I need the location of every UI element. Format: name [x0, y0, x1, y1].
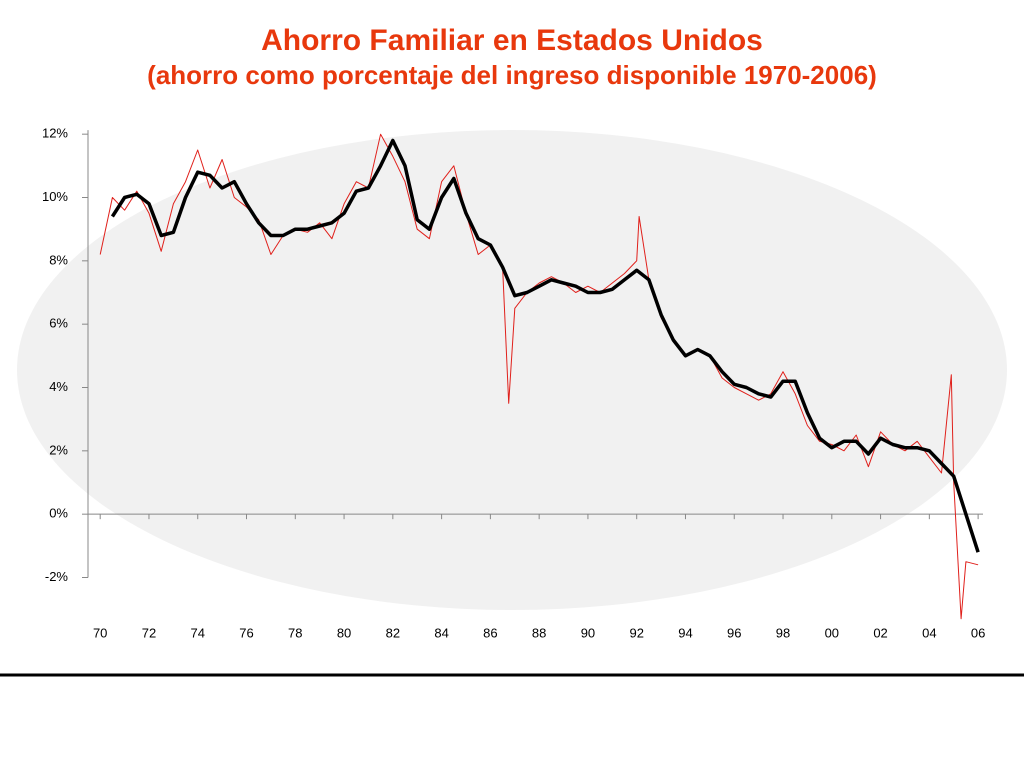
x-tick-label: 84 — [434, 625, 448, 640]
y-tick-label: 0% — [49, 506, 68, 521]
x-tick-label: 98 — [776, 625, 790, 640]
chart-title: Ahorro Familiar en Estados Unidos — [261, 24, 763, 57]
x-tick-label: 70 — [93, 625, 107, 640]
x-tick-label: 06 — [971, 625, 985, 640]
y-tick-label: 2% — [49, 442, 68, 457]
x-tick-label: 92 — [629, 625, 643, 640]
x-tick-label: 94 — [678, 625, 692, 640]
y-tick-label: 12% — [42, 126, 68, 141]
x-tick-label: 78 — [288, 625, 302, 640]
x-tick-label: 86 — [483, 625, 497, 640]
chart-subtitle: (ahorro como porcentaje del ingreso disp… — [147, 60, 877, 90]
y-tick-label: 10% — [42, 189, 68, 204]
x-tick-label: 96 — [727, 625, 741, 640]
y-tick-label: 4% — [49, 379, 68, 394]
x-tick-label: 88 — [532, 625, 546, 640]
x-tick-label: 04 — [922, 625, 936, 640]
y-tick-label: -2% — [45, 569, 69, 584]
x-tick-label: 02 — [873, 625, 887, 640]
x-tick-label: 76 — [239, 625, 253, 640]
map-background — [17, 130, 1007, 610]
y-tick-label: 8% — [49, 252, 68, 267]
y-tick-label: 6% — [49, 316, 68, 331]
series-line — [110, 138, 980, 553]
x-tick-label: 00 — [825, 625, 839, 640]
x-tick-label: 82 — [386, 625, 400, 640]
x-tick-label: 90 — [581, 625, 595, 640]
x-tick-label: 72 — [142, 625, 156, 640]
x-tick-label: 80 — [337, 625, 351, 640]
x-tick-label: 74 — [191, 625, 205, 640]
